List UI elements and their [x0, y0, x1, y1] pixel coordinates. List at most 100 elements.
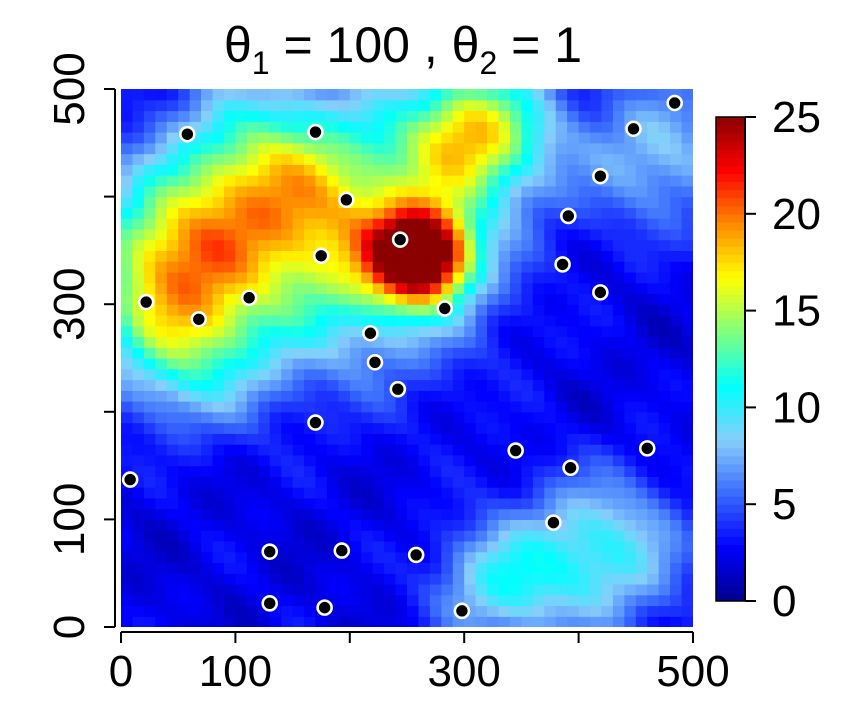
heatmap-cell [281, 132, 294, 144]
heatmap-cell [601, 508, 614, 520]
heatmap-cell [246, 530, 259, 542]
colorbar-band [716, 407, 745, 416]
heatmap-cell [292, 228, 305, 241]
heatmap-cell [292, 218, 305, 230]
heatmap-cell [567, 433, 580, 445]
heatmap-cell [418, 142, 431, 155]
heatmap-cell [578, 551, 591, 564]
colorbar-band [716, 262, 745, 271]
heatmap-cell [384, 185, 397, 198]
data-point [562, 459, 579, 477]
heatmap-cell [201, 347, 214, 359]
heatmap-cell [544, 282, 557, 295]
heatmap-cell [612, 228, 625, 241]
heatmap-cell [212, 508, 225, 520]
heatmap-cell [235, 218, 248, 230]
heatmap-cell [178, 164, 191, 176]
heatmap-cell [189, 293, 202, 305]
heatmap-cell [166, 99, 179, 112]
heatmap-cell [429, 207, 442, 219]
heatmap-cell [555, 293, 568, 305]
heatmap-cell [361, 196, 374, 208]
heatmap-cell [681, 89, 693, 101]
heatmap-cell [681, 132, 693, 144]
heatmap-cell [475, 218, 488, 230]
heatmap-cell [658, 605, 671, 617]
heatmap-cell [464, 153, 477, 165]
heatmap-cell [166, 325, 179, 338]
heatmap-cell [521, 465, 534, 477]
heatmap-cell [121, 390, 134, 402]
heatmap-cell [464, 444, 477, 456]
colorbar-band [716, 157, 745, 166]
heatmap-cell [612, 336, 625, 348]
heatmap-cell [269, 336, 282, 348]
heatmap-cell [246, 250, 259, 262]
heatmap-cell [521, 422, 534, 434]
heatmap-cell [601, 228, 614, 241]
heatmap-cell [681, 583, 693, 596]
heatmap-cell [601, 325, 614, 338]
heatmap-cell [429, 379, 442, 391]
heatmap-cell [509, 358, 522, 370]
heatmap-cell [544, 497, 557, 510]
heatmap-cell [475, 433, 488, 445]
heatmap-cell [315, 476, 328, 488]
x-tick-label: 100 [199, 647, 272, 696]
heatmap-cell [464, 164, 477, 176]
heatmap-cell [338, 530, 351, 542]
heatmap-cell [246, 444, 259, 456]
heatmap-cell [429, 196, 442, 208]
heatmap-cell [384, 454, 397, 467]
heatmap-cell [361, 379, 374, 391]
heatmap-cell [189, 562, 202, 574]
heatmap-cell [555, 239, 568, 251]
data-point [338, 191, 355, 209]
heatmap-cell [407, 271, 420, 284]
colorbar-band [716, 213, 745, 223]
heatmap-cell [555, 444, 568, 456]
heatmap-cell [647, 175, 660, 187]
heatmap-cell [464, 487, 477, 499]
heatmap-cell [567, 519, 580, 531]
heatmap-cell [452, 89, 465, 101]
heatmap-cell [487, 401, 500, 413]
heatmap-cell [647, 433, 660, 445]
heatmap-cell [578, 336, 591, 348]
heatmap-cell [223, 304, 236, 316]
heatmap-cell [292, 142, 305, 155]
heatmap-cell [178, 293, 191, 305]
heatmap-cell [143, 282, 156, 295]
heatmap-cell [121, 153, 134, 165]
heatmap-cell [441, 293, 454, 305]
heatmap-cell [155, 142, 168, 155]
heatmap-cell [509, 422, 522, 434]
heatmap-cell [487, 347, 500, 359]
heatmap-cell [418, 573, 431, 585]
heatmap-cell [681, 239, 693, 251]
heatmap-cell [418, 261, 431, 273]
heatmap-cell [635, 293, 648, 305]
heatmap-cell [658, 325, 671, 338]
heatmap-cell [189, 336, 202, 348]
heatmap-cell [612, 110, 625, 122]
heatmap-cell [567, 142, 580, 155]
heatmap-cell [201, 89, 214, 101]
heatmap-cell [681, 196, 693, 208]
heatmap-cell [235, 196, 248, 208]
heatmap-cell [178, 347, 191, 359]
heatmap-cell [166, 250, 179, 262]
heatmap-cell [258, 358, 271, 370]
heatmap-cell [132, 583, 145, 596]
heatmap-cell [681, 551, 693, 564]
heatmap-cell [658, 487, 671, 499]
heatmap-cell [132, 379, 145, 391]
heatmap-cell [178, 551, 191, 564]
heatmap-cell [212, 519, 225, 531]
heatmap-cell [658, 250, 671, 262]
heatmap-cell [281, 605, 294, 617]
heatmap-cell [521, 562, 534, 574]
heatmap-cell [258, 476, 271, 488]
heatmap-cell [658, 433, 671, 445]
data-point [366, 354, 384, 371]
